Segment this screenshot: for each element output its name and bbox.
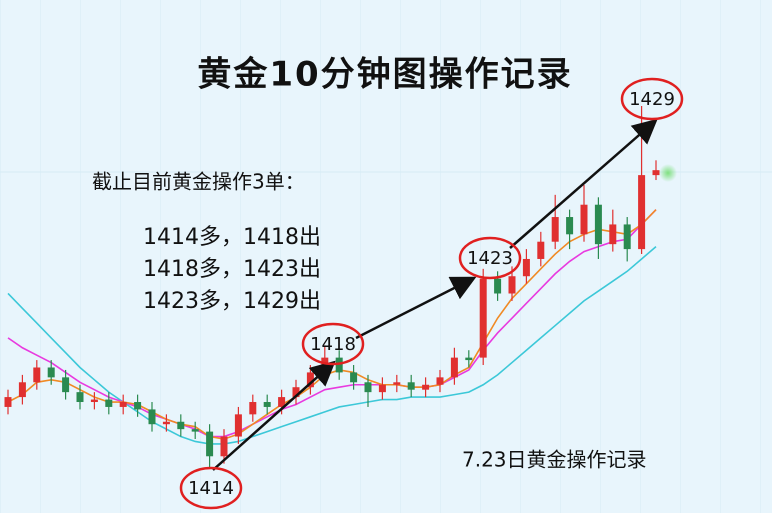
annotation-label: 1414 xyxy=(188,478,234,499)
operation: 1414多，1418出 xyxy=(143,225,321,250)
candle-body xyxy=(393,382,401,385)
subtitle: 截止目前黄金操作3单： xyxy=(92,170,305,194)
candle-body xyxy=(47,367,55,378)
annotation-label: 1429 xyxy=(629,89,675,110)
candle-body xyxy=(609,224,617,245)
arrow xyxy=(509,118,658,249)
candle-body xyxy=(479,278,487,358)
candle-body xyxy=(335,357,343,373)
candle-body xyxy=(90,399,98,403)
candle-body xyxy=(652,170,660,176)
candle-body xyxy=(378,384,386,393)
candle-body xyxy=(105,399,113,407)
arrow xyxy=(355,276,477,340)
candle-body xyxy=(206,431,214,457)
candle-body xyxy=(537,241,545,259)
candle-body xyxy=(638,175,646,250)
operation: 1418多，1423出 xyxy=(143,257,321,282)
current-dot xyxy=(659,164,677,182)
footnote: 7.23日黄金操作记录 xyxy=(462,448,647,472)
candle-body xyxy=(594,204,602,245)
annotation-label: 1418 xyxy=(310,334,356,355)
candle-body xyxy=(33,367,41,383)
candle-body xyxy=(134,402,142,410)
candle-body xyxy=(422,384,430,390)
candle-body xyxy=(76,392,84,403)
plot xyxy=(4,106,660,469)
candle-body xyxy=(292,387,300,398)
candle-body xyxy=(263,402,271,407)
candle-body xyxy=(4,397,12,407)
candle-body xyxy=(177,421,185,430)
candle-body xyxy=(148,409,156,425)
annotation-circle xyxy=(301,322,365,366)
moving-average xyxy=(7,246,657,445)
candle-body xyxy=(508,276,516,294)
annotations: 1414 1418 1423 1429 xyxy=(179,77,684,510)
candle-body xyxy=(249,402,257,415)
candle-body xyxy=(522,258,530,277)
candle-body xyxy=(450,357,458,378)
candle-body xyxy=(551,217,559,242)
candle-body xyxy=(191,429,199,432)
candle-body xyxy=(18,382,26,398)
candle-body xyxy=(234,414,242,437)
arrows xyxy=(212,118,658,471)
annotation-circle xyxy=(458,236,522,280)
candle-body xyxy=(407,382,415,390)
candle-body xyxy=(436,377,444,385)
operation: 1423多，1429出 xyxy=(143,289,321,314)
annotation-circle xyxy=(620,77,684,121)
candle-body xyxy=(162,421,170,425)
candle-body xyxy=(494,278,502,294)
candle-body xyxy=(623,224,631,250)
arrow xyxy=(212,360,336,471)
candle-body xyxy=(62,377,70,393)
candle-body xyxy=(350,372,358,383)
annotation-label: 1423 xyxy=(467,248,513,269)
candle-body xyxy=(580,204,588,235)
candle-body xyxy=(566,217,574,235)
candle-body xyxy=(220,436,228,457)
candle-body xyxy=(364,382,372,393)
candle-body xyxy=(278,397,286,407)
moving-average xyxy=(7,209,657,438)
candle-body xyxy=(119,402,127,407)
annotation-circle xyxy=(179,466,243,510)
chart-title: 黄金10分钟图操作记录 xyxy=(197,55,572,95)
candle-body xyxy=(465,357,473,361)
